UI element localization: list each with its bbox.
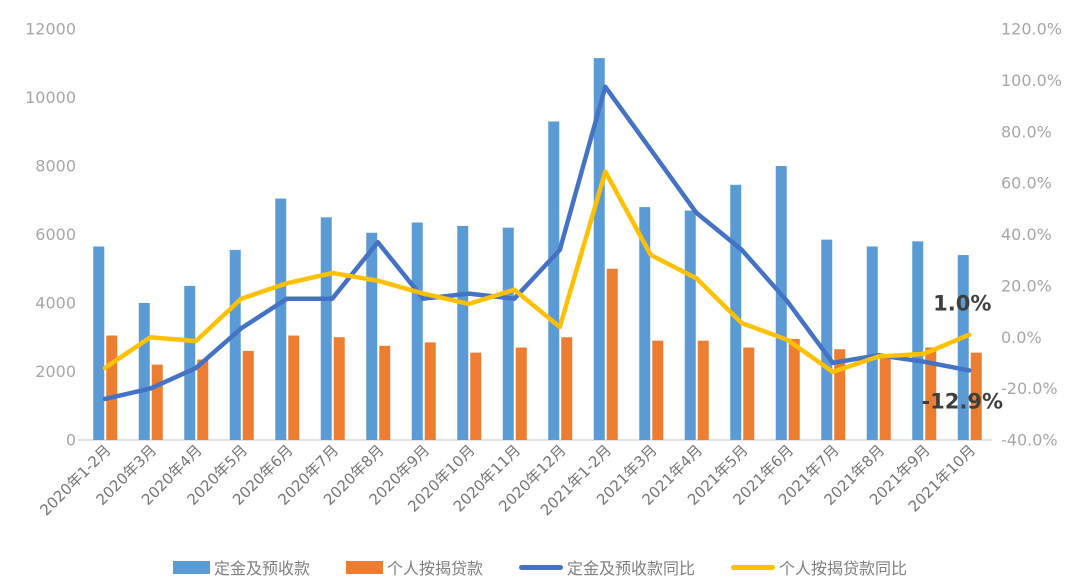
- line-mortgage-yoy: [102, 169, 972, 375]
- bar-deposits-1: [138, 303, 150, 440]
- bar-deposits-19: [957, 255, 969, 440]
- right-axis-tick-4: 40.0%: [1001, 225, 1052, 244]
- bar-mortgage-10: [561, 337, 573, 440]
- bar-deposits-12: [639, 207, 651, 440]
- bar-mortgage-2: [197, 359, 209, 440]
- right-axis-tick-0: 120.0%: [1001, 20, 1062, 39]
- legend-label-mortgage: 个人按揭贷款: [386, 559, 483, 578]
- legend-label-deposits: 定金及预收款: [213, 559, 310, 578]
- bar-deposits-4: [275, 198, 287, 440]
- annotation-mortgage-yoy-last: 1.0%: [933, 292, 991, 316]
- legend-label-mortgage-yoy: 个人按揭贷款同比: [779, 559, 908, 578]
- bar-mortgage-12: [652, 340, 664, 440]
- left-axis-tick-8000: 8000: [35, 157, 76, 176]
- right-axis-tick-8: -40.0%: [1001, 431, 1058, 450]
- bar-mortgage-6: [379, 345, 391, 440]
- bar-deposits-7: [411, 222, 423, 440]
- bar-deposits-16: [821, 239, 833, 440]
- bar-mortgage-18: [925, 347, 937, 440]
- left-axis-tick-6000: 6000: [35, 225, 76, 244]
- bar-mortgage-14: [743, 347, 755, 440]
- bar-mortgage-9: [515, 347, 527, 440]
- bar-mortgage-0: [106, 335, 118, 440]
- bar-deposits-9: [502, 227, 514, 440]
- right-axis-tick-7: -20.0%: [1001, 379, 1058, 398]
- legend-item-deposits: 定金及预收款: [172, 555, 310, 579]
- bar-deposits-11: [593, 58, 605, 441]
- bar-mortgage-1: [151, 364, 163, 440]
- legend-item-mortgage: 个人按揭贷款: [345, 555, 483, 579]
- bar-mortgage-11: [606, 268, 618, 440]
- chart-legend: 定金及预收款 个人按揭贷款 定金及预收款同比 个人按揭贷款同比: [0, 551, 1080, 583]
- bar-mortgage-3: [242, 350, 254, 440]
- legend-item-mortgage-yoy: 个人按揭贷款同比: [731, 555, 907, 579]
- bar-mortgage-13: [697, 340, 709, 440]
- bar-deposits-18: [912, 241, 924, 440]
- bar-deposits-5: [320, 217, 332, 440]
- right-axis-tick-1: 100.0%: [1001, 71, 1062, 90]
- right-axis-tick-6: 0.0%: [1001, 328, 1042, 347]
- legend-label-deposits-yoy: 定金及预收款同比: [567, 559, 696, 578]
- legend-item-deposits-yoy: 定金及预收款同比: [519, 555, 695, 579]
- left-axis-tick-4000: 4000: [35, 294, 76, 313]
- bar-mortgage-19: [970, 352, 982, 440]
- bar-deposits-13: [684, 210, 696, 440]
- legend-marker-deposits-bar: [172, 560, 210, 574]
- bar-deposits-17: [866, 246, 878, 440]
- bar-mortgage-5: [333, 337, 345, 440]
- bar-deposits-2: [184, 285, 196, 440]
- left-axis-tick-12000: 12000: [25, 20, 76, 39]
- left-axis-tick-0: 0: [66, 431, 76, 450]
- bar-mortgage-17: [879, 354, 891, 440]
- legend-marker-mortgage-yoy-line: [731, 564, 776, 570]
- legend-marker-deposits-yoy-line: [519, 564, 563, 570]
- bar-deposits-6: [366, 232, 378, 440]
- left-axis-tick-10000: 10000: [25, 88, 76, 107]
- right-axis-tick-5: 20.0%: [1001, 276, 1052, 295]
- bar-mortgage-7: [424, 342, 436, 440]
- bar-mortgage-16: [834, 349, 846, 440]
- line-deposits-yoy: [102, 84, 972, 402]
- right-axis-tick-2: 80.0%: [1001, 122, 1052, 141]
- bar-deposits-15: [775, 166, 787, 440]
- right-axis-tick-3: 60.0%: [1001, 174, 1052, 193]
- bar-deposits-0: [93, 246, 105, 440]
- bar-deposits-14: [730, 184, 742, 440]
- bar-mortgage-8: [470, 352, 482, 440]
- bar-mortgage-4: [288, 335, 300, 440]
- left-axis-tick-2000: 2000: [35, 362, 76, 381]
- legend-marker-mortgage-bar: [345, 560, 383, 574]
- bar-mortgage-15: [788, 338, 800, 440]
- annotation-deposits-yoy-last: -12.9%: [921, 389, 1003, 413]
- bar-deposits-3: [229, 249, 241, 440]
- bar-deposits-10: [548, 121, 560, 440]
- bar-deposits-8: [457, 225, 469, 440]
